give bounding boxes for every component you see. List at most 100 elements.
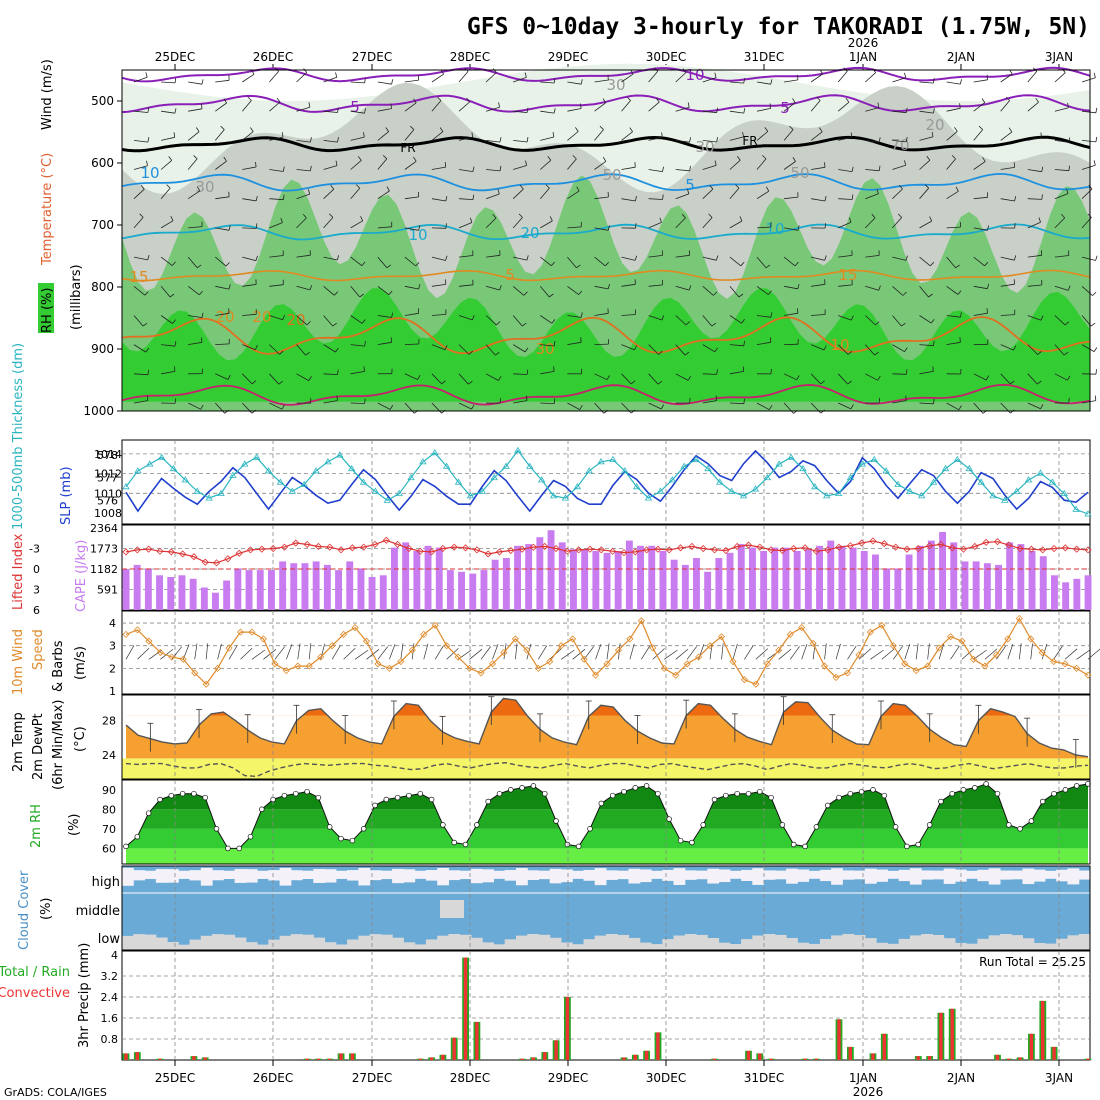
wind-barb-flag — [466, 97, 470, 103]
wind-speed-marker — [969, 655, 978, 663]
wind-barb-flag — [363, 366, 365, 372]
wind-barb — [296, 315, 308, 326]
cape-bar — [793, 551, 801, 610]
ylabel-temp-unit: (°C) — [73, 726, 88, 752]
high-cloud-clear — [763, 870, 776, 880]
wind-barb-flag — [959, 337, 961, 343]
surface-wind-barb — [595, 644, 602, 660]
ylabel-li: Lifted Index — [11, 533, 26, 610]
high-cloud-clear — [876, 869, 888, 882]
wind-barb — [594, 312, 609, 316]
wind-barb-flag — [472, 166, 475, 172]
wind-barb — [811, 283, 826, 287]
wind-barb — [513, 110, 528, 113]
surface-wind-barb — [1064, 648, 1078, 660]
slp-frame — [121, 439, 1091, 525]
cape-bar — [323, 564, 331, 610]
wind-barb-flag — [361, 319, 366, 324]
cape-bar — [860, 551, 868, 610]
wind-barb — [675, 72, 687, 83]
high-cloud-clear — [369, 870, 382, 881]
cape-bar — [525, 544, 533, 610]
wind-barb — [973, 285, 988, 290]
wind-speed-marker — [557, 642, 565, 650]
wind-speed-marker — [488, 660, 497, 668]
rh-marker — [485, 798, 491, 805]
surface-wind-barb — [125, 645, 135, 660]
wind-barb-flag — [170, 216, 174, 221]
wind-barb-flag — [986, 308, 988, 314]
wind-barb-flag — [255, 223, 258, 229]
wind-barb — [838, 402, 852, 410]
wind-barb — [269, 169, 284, 172]
low-cloud-fill — [516, 935, 528, 950]
li-marker — [801, 544, 809, 552]
wind-barb — [323, 315, 334, 327]
wind-barb-flag — [1063, 351, 1069, 356]
cape-bar — [995, 564, 1002, 610]
wind-speed-marker — [546, 657, 554, 666]
rh-marker — [1028, 818, 1035, 824]
surface-wind-barb — [721, 643, 724, 660]
wind-barb-flag — [519, 184, 524, 190]
wind-barb — [594, 102, 606, 112]
wind-barb — [648, 373, 659, 385]
wind-barb — [892, 256, 907, 261]
wind-barb — [431, 256, 446, 261]
wind-speed-marker — [454, 653, 462, 661]
wind-barb-flag — [385, 127, 390, 132]
wind-barb — [458, 315, 473, 321]
high-cloud-clear — [1022, 868, 1035, 885]
wind-barb — [404, 160, 417, 170]
wind-barb-flag — [146, 395, 149, 401]
wind-barb — [485, 373, 499, 381]
wind-barb-flag — [904, 347, 908, 352]
rh-marker — [542, 790, 548, 797]
wind-barb — [892, 140, 907, 143]
li-marker — [179, 550, 187, 558]
cape-bar — [234, 568, 242, 610]
wind-barb-flag — [635, 223, 637, 229]
wind-barb — [323, 256, 338, 261]
wind-barb-flag — [662, 166, 664, 172]
wind-barb-flag — [172, 319, 177, 324]
wind-barb — [567, 315, 582, 318]
temperature-line — [125, 697, 1089, 758]
wind-barb — [675, 344, 686, 356]
surface-wind-barb — [251, 649, 266, 660]
temp-contour-25 — [121, 383, 1091, 406]
wind-barb — [350, 187, 361, 199]
wind-barb — [404, 227, 419, 231]
wind-barb-flag — [877, 102, 880, 108]
wind-barb-flag — [1037, 350, 1042, 355]
surface-wind-barb — [308, 643, 312, 660]
wind-barb-flag — [145, 72, 148, 78]
wind-barb — [242, 373, 253, 385]
cape-bar — [816, 545, 823, 610]
wind-barb — [919, 344, 934, 347]
wind-barb — [729, 220, 743, 229]
high-cloud-clear — [189, 870, 202, 881]
wind-barb — [1027, 315, 1042, 321]
wind-speed-marker — [385, 664, 393, 672]
wind-barb-flag — [630, 380, 636, 385]
thickness-marker — [122, 483, 130, 490]
li-marker — [575, 546, 583, 554]
wind-speed-marker — [1072, 664, 1081, 672]
wind-barb-flag — [499, 165, 502, 171]
li-marker — [892, 543, 900, 551]
low-cloud-fill — [831, 935, 843, 950]
wind-barb — [675, 254, 690, 258]
precip-convective-bar — [1007, 1058, 1011, 1060]
wind-barb-flag — [635, 196, 637, 202]
rh-marker — [304, 788, 310, 795]
wind-barb-flag — [824, 255, 827, 261]
wind-barb — [621, 100, 631, 112]
rh-marker — [904, 843, 910, 850]
high-cloud-clear — [594, 868, 607, 886]
rh-marker — [723, 792, 729, 799]
wind-barb-flag — [794, 261, 799, 267]
wind-barb — [784, 312, 798, 316]
cape-bar — [424, 545, 432, 610]
wind-barb — [377, 315, 392, 318]
